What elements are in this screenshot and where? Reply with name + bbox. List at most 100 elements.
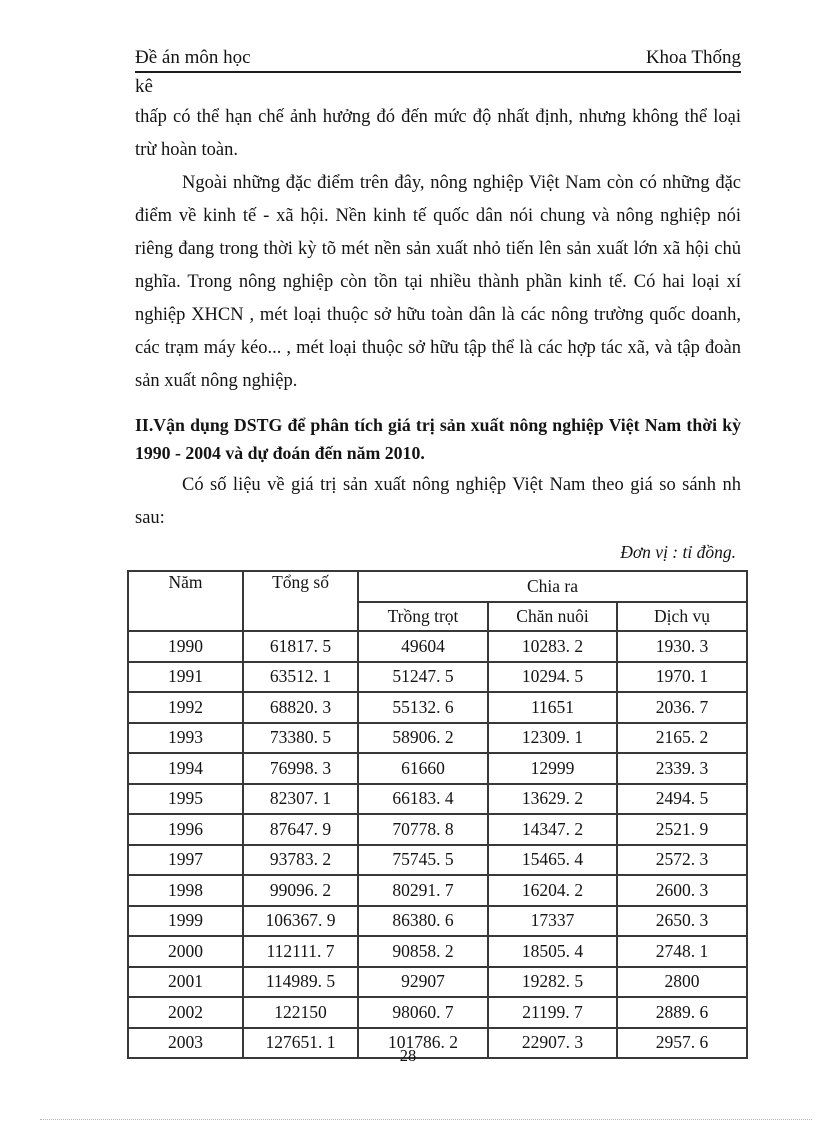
table-cell: 2572. 3 <box>615 843 749 876</box>
table-row: 2001 114989. 5 92907 19282. 5 2800 <box>127 965 749 998</box>
table-cell: 13629. 2 <box>487 782 618 815</box>
table-cell: 86380. 6 <box>357 904 489 937</box>
table-cell: 2494. 5 <box>615 782 749 815</box>
column-header-livestock: Chăn nuôi <box>487 601 618 632</box>
table-header-row-sub: Trồng trọt Chăn nuôi Dịch vụ <box>128 601 749 632</box>
table-cell: 61660 <box>357 752 489 785</box>
table-cell: 2165. 2 <box>615 721 749 754</box>
table-cell: 122150 <box>242 996 359 1029</box>
table-cell: 101786. 2 <box>357 1026 489 1059</box>
table-cell: 12309. 1 <box>487 721 618 754</box>
table-cell: 106367. 9 <box>242 904 359 937</box>
table-cell: 127651. 1 <box>242 1026 359 1059</box>
intro-paragraph: Có số liệu về giá trị sản xuất nông nghi… <box>135 475 741 528</box>
table-cell: 98060. 7 <box>357 996 489 1029</box>
table-cell: 80291. 7 <box>357 874 489 907</box>
table-cell: 1993 <box>127 721 244 754</box>
table-cell: 1998 <box>127 874 244 907</box>
body-paragraph-1: thấp có thể hạn chế ảnh hưởng đó đến mức… <box>135 107 741 160</box>
table-row: 2003 127651. 1 101786. 2 22907. 3 2957. 6 <box>127 1026 749 1059</box>
table-cell: 11651 <box>487 691 618 724</box>
column-header-total: Tổng số <box>242 570 359 632</box>
data-table: Năm Tổng số Chia ra Trồng trọt Chăn nuôi… <box>127 570 749 1059</box>
table-cell: 112111. 7 <box>242 935 359 968</box>
table-cell: 10283. 2 <box>487 630 618 663</box>
table-cell: 66183. 4 <box>357 782 489 815</box>
table-cell: 1999 <box>127 904 244 937</box>
table-cell: 15465. 4 <box>487 843 618 876</box>
body-paragraph-2: Ngoài những đặc điểm trên đây, nông nghi… <box>135 173 741 391</box>
header-course-title: Đề án môn học <box>135 47 251 68</box>
page-content: Đề án môn học Khoa Thống kê thấp có thể … <box>127 46 749 1059</box>
table-row: 1999 106367. 9 86380. 6 17337 2650. 3 <box>127 904 749 937</box>
table-row: 2002 122150 98060. 7 21199. 7 2889. 6 <box>127 996 749 1029</box>
table-cell: 82307. 1 <box>242 782 359 815</box>
table-cell: 93783. 2 <box>242 843 359 876</box>
header-faculty-wrap: kê <box>135 76 153 97</box>
table-cell: 2001 <box>127 965 244 998</box>
table-cell: 63512. 1 <box>242 660 359 693</box>
table-cell: 1990 <box>127 630 244 663</box>
table-cell: 2002 <box>127 996 244 1029</box>
table-cell: 51247. 5 <box>357 660 489 693</box>
table-cell: 1991 <box>127 660 244 693</box>
table-cell: 12999 <box>487 752 618 785</box>
column-header-services: Dịch vụ <box>615 601 749 632</box>
table-row: 1997 93783. 2 75745. 5 15465. 4 2572. 3 <box>127 843 749 876</box>
page-header: Đề án môn học Khoa Thống <box>135 46 741 73</box>
table-cell: 2600. 3 <box>615 874 749 907</box>
table-cell: 55132. 6 <box>357 691 489 724</box>
table-cell: 18505. 4 <box>487 935 618 968</box>
table-cell: 99096. 2 <box>242 874 359 907</box>
table-cell: 61817. 5 <box>242 630 359 663</box>
table-cell: 2889. 6 <box>615 996 749 1029</box>
table-cell: 14347. 2 <box>487 813 618 846</box>
table-cell: 10294. 5 <box>487 660 618 693</box>
table-header-row-top: Năm Tổng số Chia ra <box>127 570 749 632</box>
table-cell: 1997 <box>127 843 244 876</box>
table-body: 1990 61817. 5 49604 10283. 2 1930. 3 1991 6351… <box>127 630 749 1059</box>
table-cell: 2650. 3 <box>615 904 749 937</box>
table-cell: 92907 <box>357 965 489 998</box>
table-cell: 1970. 1 <box>615 660 749 693</box>
table-cell: 49604 <box>357 630 489 663</box>
table-cell: 2339. 3 <box>615 752 749 785</box>
table-cell: 70778. 8 <box>357 813 489 846</box>
table-cell: 21199. 7 <box>487 996 618 1029</box>
table-row: 1998 99096. 2 80291. 7 16204. 2 2600. 3 <box>127 874 749 907</box>
table-cell: 58906. 2 <box>357 721 489 754</box>
table-row: 1991 63512. 1 51247. 5 10294. 5 1970. 1 <box>127 660 749 693</box>
table-cell: 2003 <box>127 1026 244 1059</box>
column-header-group: Chia ra <box>356 570 749 603</box>
table-cell: 1996 <box>127 813 244 846</box>
table-header: Năm Tổng số Chia ra Trồng trọt Chăn nuôi… <box>127 570 749 632</box>
table-cell: 87647. 9 <box>242 813 359 846</box>
table-cell: 2521. 9 <box>615 813 749 846</box>
page-number: 28 <box>399 1046 417 1065</box>
table-cell: 90858. 2 <box>357 935 489 968</box>
table-cell: 114989. 5 <box>242 965 359 998</box>
table-cell: 19282. 5 <box>487 965 618 998</box>
table-cell: 1992 <box>127 691 244 724</box>
table-cell: 1930. 3 <box>615 630 749 663</box>
table-row: 2000 112111. 7 90858. 2 18505. 4 2748. 1 <box>127 935 749 968</box>
table-cell: 16204. 2 <box>487 874 618 907</box>
table-cell: 2036. 7 <box>615 691 749 724</box>
table-cell: 2000 <box>127 935 244 968</box>
section-heading: II.Vận dụng DSTG để phân tích giá trị sả… <box>135 415 741 463</box>
column-header-crop: Trồng trọt <box>357 601 489 632</box>
table-row: 1993 73380. 5 58906. 2 12309. 1 2165. 2 <box>127 721 749 754</box>
table-row: 1996 87647. 9 70778. 8 14347. 2 2521. 9 <box>127 813 749 846</box>
table-cell: 17337 <box>487 904 618 937</box>
table-row: 1995 82307. 1 66183. 4 13629. 2 2494. 5 <box>127 782 749 815</box>
table-cell: 2957. 6 <box>615 1026 749 1059</box>
column-header-year: Năm <box>127 570 244 632</box>
table-cell: 76998. 3 <box>242 752 359 785</box>
table-cell: 75745. 5 <box>357 843 489 876</box>
table-cell: 2800 <box>615 965 749 998</box>
header-faculty-title: Khoa Thống <box>645 47 741 68</box>
table-cell: 2748. 1 <box>615 935 749 968</box>
unit-note: Đơn vị : tỉ đồng. <box>620 542 736 562</box>
table-cell: 73380. 5 <box>242 721 359 754</box>
